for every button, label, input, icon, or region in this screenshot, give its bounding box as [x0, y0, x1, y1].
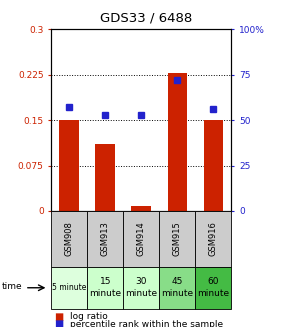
Bar — [132, 206, 151, 211]
Text: GSM913: GSM913 — [101, 221, 110, 256]
Bar — [96, 145, 115, 211]
Text: GSM908: GSM908 — [65, 221, 74, 256]
Text: minute: minute — [89, 289, 121, 298]
Text: GDS33 / 6488: GDS33 / 6488 — [100, 11, 193, 25]
Text: ■: ■ — [54, 319, 64, 327]
Text: GSM916: GSM916 — [209, 221, 218, 256]
Text: log ratio: log ratio — [70, 312, 108, 321]
Text: minute: minute — [161, 289, 193, 298]
Text: 30: 30 — [136, 277, 147, 286]
Text: 45: 45 — [172, 277, 183, 286]
Text: GSM915: GSM915 — [173, 221, 182, 256]
Text: 5 minute: 5 minute — [52, 283, 86, 292]
Text: time: time — [1, 282, 22, 291]
Text: percentile rank within the sample: percentile rank within the sample — [70, 320, 224, 327]
Text: GSM914: GSM914 — [137, 221, 146, 256]
Text: ■: ■ — [54, 312, 64, 321]
Text: minute: minute — [125, 289, 157, 298]
Text: 60: 60 — [208, 277, 219, 286]
Text: 15: 15 — [100, 277, 111, 286]
Bar — [59, 120, 79, 211]
Bar — [204, 120, 223, 211]
Text: minute: minute — [197, 289, 229, 298]
Bar — [168, 73, 187, 211]
